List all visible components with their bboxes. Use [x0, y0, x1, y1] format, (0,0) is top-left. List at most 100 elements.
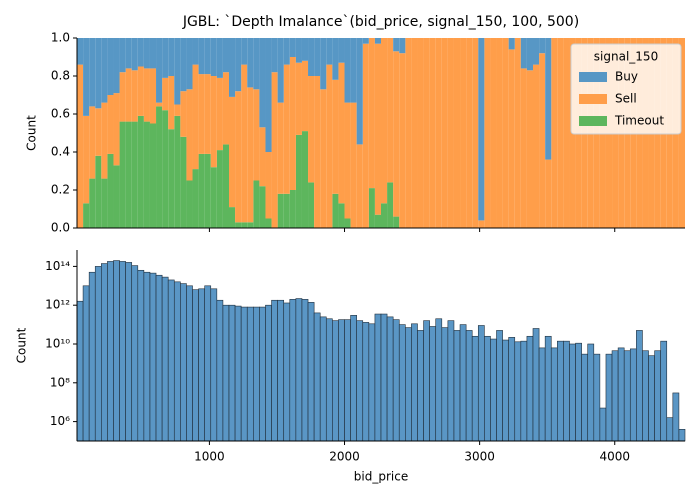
bar-segment [113, 165, 120, 228]
bar-segment [210, 38, 217, 76]
bar [307, 302, 315, 442]
x-tick-label: 2000 [329, 450, 360, 464]
bar-segment [83, 115, 90, 204]
bar-segment [551, 38, 558, 228]
bar-segment [168, 76, 175, 130]
bar-segment [678, 38, 685, 228]
bar [459, 324, 467, 442]
bar-segment [533, 64, 540, 228]
bar [593, 353, 601, 442]
y-tick-label: 0.0 [51, 221, 70, 235]
bar [338, 319, 345, 442]
bar-segment [125, 121, 132, 228]
bar-segment [423, 38, 430, 228]
bar-segment [356, 38, 363, 145]
bar [119, 261, 126, 442]
bar-segment [198, 74, 205, 154]
bar-segment [405, 38, 412, 228]
bar-segment [143, 121, 150, 228]
bar [398, 324, 406, 442]
bar-segment [374, 214, 381, 228]
bar [216, 299, 224, 442]
bar-segment [399, 53, 406, 229]
bar-segment [332, 193, 339, 228]
y-tick-label: 0.2 [51, 183, 70, 197]
bar-segment [478, 38, 485, 221]
legend-label: Sell [615, 92, 637, 106]
bar-segment [387, 182, 394, 228]
bar-segment [156, 102, 163, 107]
bar [88, 271, 96, 442]
bar [173, 281, 181, 442]
bar [113, 260, 120, 442]
bar-segment [526, 38, 533, 71]
bar [648, 355, 655, 442]
bar [611, 350, 619, 442]
bar [180, 283, 187, 442]
bar-segment [289, 57, 296, 190]
bar-segment [113, 38, 120, 94]
bar [368, 323, 376, 442]
bar-segment [222, 72, 229, 145]
bar-segment [216, 38, 223, 78]
bar-segment [89, 38, 96, 107]
bar-segment [137, 38, 144, 67]
bar-segment [295, 62, 302, 135]
bar-segment [308, 182, 315, 228]
bar-segment [95, 155, 102, 228]
bar-segment [149, 123, 157, 228]
bar-segment [277, 193, 284, 228]
bar [502, 339, 509, 442]
bar-segment [265, 38, 272, 152]
bar [186, 285, 193, 442]
bar [557, 340, 564, 442]
bar-segment [399, 38, 406, 54]
bar-segment [368, 188, 375, 228]
bar [289, 299, 297, 442]
bar-segment [216, 77, 223, 151]
bar [155, 274, 163, 442]
bar [605, 353, 613, 442]
bar-segment [192, 169, 199, 228]
legend-label: Buy [615, 70, 638, 84]
bar-segment [101, 178, 108, 228]
bar [453, 330, 461, 442]
bar-segment [526, 70, 533, 228]
bar-segment [95, 108, 102, 156]
bar-segment [137, 66, 144, 116]
bar [629, 348, 637, 442]
y-tick-label: 0.8 [51, 69, 70, 83]
bar-segment [301, 60, 309, 132]
bar [484, 335, 491, 442]
bar-segment [265, 218, 272, 228]
bar-segment [216, 150, 223, 228]
bar [417, 330, 424, 442]
y-tick-label: 10¹⁴ [45, 259, 70, 273]
bar [496, 330, 503, 442]
bar-segment [210, 167, 217, 228]
bar [532, 328, 540, 442]
bar [423, 320, 430, 442]
bar-segment [131, 38, 138, 71]
bar-segment [107, 95, 114, 154]
bar [435, 318, 443, 442]
bar [380, 313, 388, 442]
bar-segment [253, 89, 260, 181]
bar [332, 320, 339, 442]
bar-segment [247, 38, 254, 88]
legend-label: Timeout [614, 114, 664, 128]
bar [660, 340, 668, 442]
bar-segment [186, 38, 193, 90]
y-axis-label: Count [25, 115, 39, 151]
bar-segment [204, 74, 211, 154]
bar-segment [113, 93, 120, 166]
bar-segment [83, 38, 90, 116]
bar-segment [332, 38, 339, 80]
legend-swatch [579, 116, 607, 126]
bar [362, 322, 370, 442]
bar [271, 299, 278, 442]
bar-segment [435, 38, 442, 228]
y-axis-label: Count [15, 327, 29, 363]
bar-segment [174, 104, 181, 116]
